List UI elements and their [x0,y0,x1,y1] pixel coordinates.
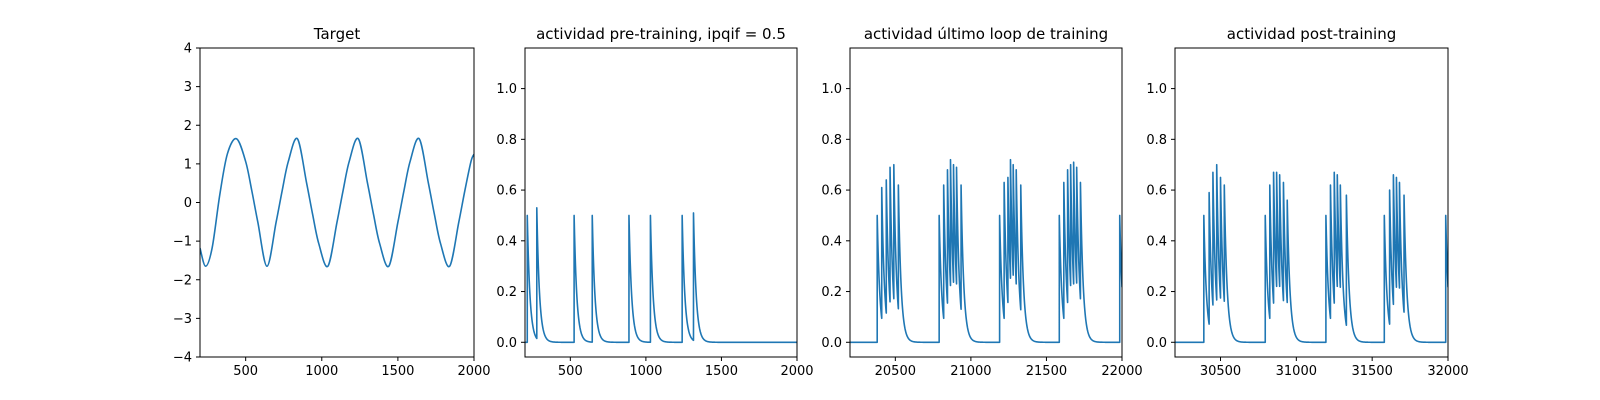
y-tick-label: 0.6 [496,184,517,199]
x-tick-label: 500 [233,364,258,379]
y-tick-label: −1 [173,235,192,250]
axes-frame [849,47,1123,358]
x-tick-label: 1500 [381,364,414,379]
series-line-3-1 [850,158,1122,344]
series-line-1-1 [200,137,474,268]
y-tick-label: 0.8 [821,133,842,148]
x-tick-label: 31500 [1351,364,1392,379]
y-tick-label: 0.8 [1146,133,1167,148]
x-tick-label: 2000 [457,364,490,379]
y-tick-label: 1.0 [496,82,517,97]
y-tick-label: 0.6 [821,184,842,199]
y-tick-label: 2 [184,119,192,134]
y-tick-label: −3 [173,312,192,327]
series-line-2-1 [525,207,797,344]
x-tick-label: 20500 [875,364,916,379]
y-tick-label: 0.6 [1146,184,1167,199]
y-tick-label: −4 [173,351,192,366]
y-tick-label: 0.4 [496,234,517,249]
x-tick-label: 1500 [705,364,738,379]
x-tick-label: 2000 [780,364,813,379]
axes-frame [524,47,798,358]
y-tick-label: 0.0 [821,336,842,351]
y-tick-label: 0.4 [1146,234,1167,249]
subplot-3: 20500 21000 21500 22000 0.0 0.2 0.4 0.6 0.8 1.0 ac… [821,25,1142,379]
y-tick-label: 1 [184,157,192,172]
axes-frame [1174,47,1449,358]
y-tick-label: 0.2 [821,285,842,300]
subplot-2: 500 1000 1500 2000 0.0 0.2 0.4 0.6 0.8 1.0 activid… [496,25,813,379]
x-tick-label: 1000 [629,364,662,379]
y-tick-label: 0.2 [1146,285,1167,300]
x-tick-label: 31000 [1276,364,1317,379]
y-tick-label: 0.0 [496,336,517,351]
subplot-1: 500 1000 1500 2000 −4 −3 −2 −1 0 1 2 3 4 Target [173,25,491,379]
subplot-4: 30500 31000 31500 32000 0.0 0.2 0.4 0.6 0.8 1.0 ac… [1146,25,1468,379]
y-tick-label: 1.0 [1146,82,1167,97]
subplot-title: actividad pre-training, ipqif = 0.5 [536,25,786,43]
y-tick-label: −2 [173,273,192,288]
y-tick-label: 1.0 [821,82,842,97]
series-line-4-1 [1175,163,1448,344]
x-tick-label: 21000 [950,364,991,379]
y-tick-label: 0.8 [496,133,517,148]
subplot-title: Target [313,25,361,43]
y-tick-label: 0.0 [1146,336,1167,351]
x-tick-label: 30500 [1200,364,1241,379]
y-tick-label: 0 [184,196,192,211]
x-tick-label: 1000 [305,364,338,379]
x-tick-label: 32000 [1427,364,1468,379]
y-tick-label: 4 [184,42,192,57]
subplot-title: actividad post-training [1227,25,1396,43]
x-tick-label: 22000 [1101,364,1142,379]
y-tick-label: 0.2 [496,285,517,300]
x-tick-label: 21500 [1026,364,1067,379]
y-tick-label: 0.4 [821,234,842,249]
subplot-title: actividad último loop de training [864,25,1108,43]
x-tick-label: 500 [558,364,583,379]
y-tick-label: 3 [184,80,192,95]
